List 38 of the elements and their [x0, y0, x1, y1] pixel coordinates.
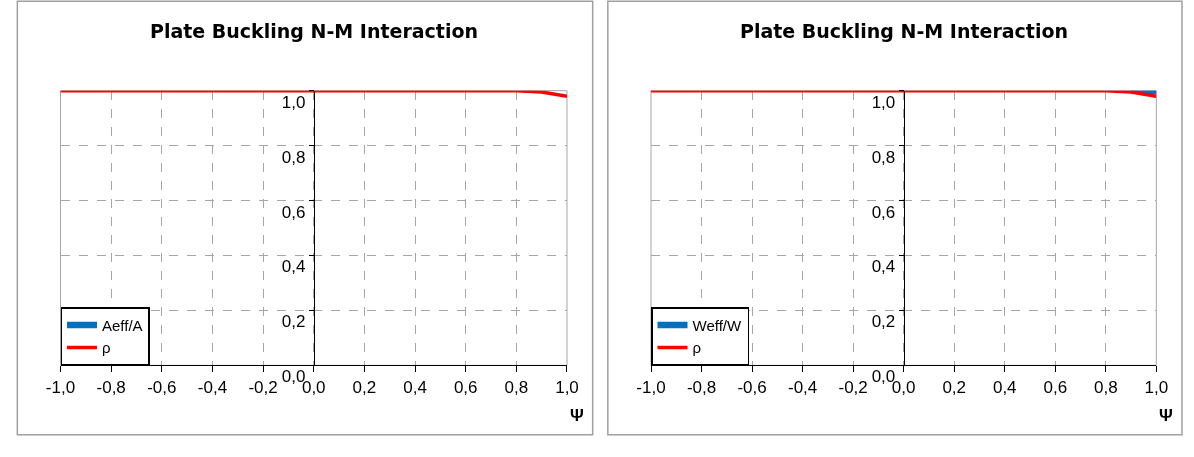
x-tick-label: 1,0: [555, 377, 579, 397]
x-tick-label: 0,8: [1093, 377, 1118, 397]
legend-label: ρ: [692, 339, 702, 357]
x-tick-label: -0,6: [147, 377, 177, 397]
y-tick-label: 0,8: [281, 147, 306, 167]
x-tick-label: 0,4: [403, 377, 427, 397]
x-tick-label: -0,2: [838, 377, 868, 397]
x-axis-title: Ψ: [1159, 406, 1173, 425]
x-tick-label: -0,4: [787, 377, 818, 397]
legend-label: Weff/W: [692, 316, 742, 334]
x-tick-label: -1,0: [636, 377, 666, 397]
x-tick-label: -1,0: [45, 377, 76, 397]
y-tick-label: 0,4: [871, 257, 896, 277]
x-tick-label: 0,2: [352, 377, 377, 397]
x-tick-label: 0,6: [1043, 377, 1068, 397]
x-tick-label: 0,6: [453, 377, 478, 397]
x-tick-label: -0,8: [96, 377, 126, 397]
chart-title: Plate Buckling N-M Interaction: [740, 20, 1069, 42]
y-tick-label: 0,2: [871, 312, 896, 332]
y-tick-label: 0,8: [871, 147, 896, 167]
legend-label: Aeff/A: [102, 316, 143, 334]
y-tick-label: 0,2: [281, 312, 306, 332]
y-tick-label: 0,4: [281, 257, 306, 277]
chart-title: Plate Buckling N-M Interaction: [150, 20, 479, 42]
x-tick-label: 0,8: [504, 377, 529, 397]
x-tick-label: -0,4: [197, 377, 228, 397]
y-tick-label: 0,6: [281, 202, 306, 222]
y-tick-label: 1,0: [281, 92, 306, 112]
x-tick-label: -0,8: [686, 377, 717, 397]
x-tick-label: 0,2: [942, 377, 967, 397]
x-tick-label: 0,4: [992, 377, 1017, 397]
y-tick-label: 0,6: [871, 202, 896, 222]
x-axis-title: Ψ: [570, 406, 584, 425]
x-tick-label: 1,0: [1144, 377, 1169, 397]
x-tick-label: -0,2: [248, 377, 278, 397]
legend-label: ρ: [102, 339, 111, 357]
x-tick-label: -0,6: [737, 377, 767, 397]
y-tick-label: 1,0: [871, 92, 896, 112]
